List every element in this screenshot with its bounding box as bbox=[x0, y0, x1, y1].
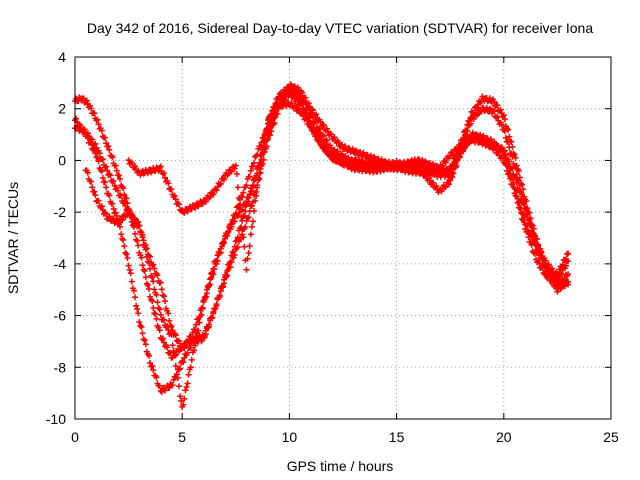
x-tick-label: 15 bbox=[389, 429, 405, 445]
data-points bbox=[72, 81, 572, 410]
axis-ticks: 0 5 10 15 20 25 -10 -8 -6 -4 -2 0 2 4 bbox=[46, 49, 619, 445]
y-tick-label: -8 bbox=[54, 359, 67, 375]
y-tick-label: 2 bbox=[58, 101, 66, 117]
series-trace-1 bbox=[72, 89, 572, 361]
x-axis-label: GPS time / hours bbox=[287, 458, 394, 474]
series-trace-2 bbox=[72, 86, 572, 395]
x-tick-label: 0 bbox=[71, 429, 79, 445]
series-markers bbox=[72, 86, 572, 395]
chart-title: Day 342 of 2016, Sidereal Day-to-day VTE… bbox=[87, 20, 594, 36]
y-tick-label: -2 bbox=[54, 204, 67, 220]
plot-frame bbox=[74, 56, 612, 420]
y-tick-label: -6 bbox=[54, 308, 67, 324]
y-tick-label: -4 bbox=[54, 256, 67, 272]
x-tick-label: 25 bbox=[603, 429, 619, 445]
series-trace-3 bbox=[82, 81, 572, 410]
x-tick-label: 20 bbox=[496, 429, 512, 445]
series-markers bbox=[82, 81, 572, 410]
y-axis-label: SDTVAR / TECUs bbox=[5, 182, 21, 294]
x-tick-label: 10 bbox=[282, 429, 298, 445]
series-markers bbox=[72, 89, 572, 361]
x-tick-label: 5 bbox=[178, 429, 186, 445]
y-tick-label: -10 bbox=[46, 411, 66, 427]
y-tick-label: 4 bbox=[58, 49, 66, 65]
y-tick-label: 0 bbox=[58, 152, 66, 168]
